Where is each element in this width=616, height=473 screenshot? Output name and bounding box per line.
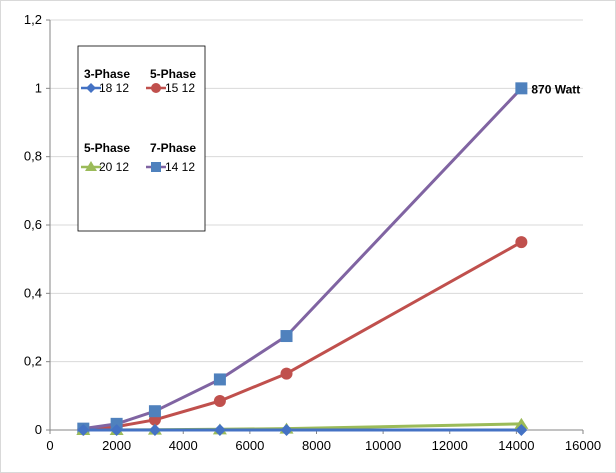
data-point-18-12 [148,424,161,436]
legend-label: 18 12 [99,81,129,95]
legend-box [77,45,206,232]
y-tick-label: 0,8 [24,149,42,164]
square-marker-icon [151,162,161,172]
legend-entry-18-12: 18 12 [81,81,129,95]
data-point-18-12 [77,424,90,436]
data-point-14-12 [110,417,123,430]
legend-group-title-3phase: 3-Phase [84,67,130,81]
legend-group-title-5phase-a: 5-Phase [150,67,196,81]
legend-group-title-5phase-b: 5-Phase [84,141,130,155]
data-point-14-12 [148,405,161,418]
diamond-marker-icon [86,83,96,93]
x-tick-label: 10000 [365,438,401,453]
legend-label: 20 12 [99,160,129,174]
x-tick-label: 2000 [102,438,131,453]
legend-label: 15 12 [165,81,195,95]
x-tick-label: 12000 [432,438,468,453]
x-axis-tick-labels: 0 2000 4000 6000 8000 10000 12000 14000 16000 [46,438,601,453]
x-tick-label: 14000 [498,438,534,453]
data-point-15-12 [280,367,293,380]
triangle-marker-icon [85,161,97,171]
y-axis-tick-labels: 0 0,2 0,4 0,6 0,8 1 1,2 [24,12,42,437]
data-point-14-12 [515,82,528,95]
data-point-18-12 [515,424,528,436]
y-tick-label: 1,2 [24,12,42,27]
data-point-18-12 [280,424,293,436]
data-point-14-12 [213,373,226,386]
data-point-15-12 [213,394,226,407]
y-tick-label: 0,2 [24,354,42,369]
y-tick-label: 0,4 [24,285,42,300]
legend-label: 14 12 [165,160,195,174]
x-tick-label: 0 [46,438,53,453]
data-point-14-12 [280,330,293,343]
series-line-15-12 [83,240,523,431]
legend-entry-15-12: 15 12 [146,81,195,95]
x-tick-label: 16000 [565,438,601,453]
x-tick-label: 8000 [302,438,331,453]
x-tick-label: 6000 [235,438,264,453]
y-tick-label: 0,6 [24,217,42,232]
circle-marker-icon [151,83,161,93]
data-point-18-12 [213,424,226,436]
legend-entry-20-12: 20 12 [81,160,129,174]
series-group [76,82,529,436]
y-tick-label: 0 [35,422,42,437]
data-point-18-12 [110,424,123,436]
x-tick-label: 4000 [169,438,198,453]
y-tick-label: 1 [35,80,42,95]
legend: 3-Phase 5-Phase 5-Phase 7-Phase 18 12 15… [77,45,206,232]
legend-entry-14-12: 14 12 [146,160,195,174]
legend-group-title-7phase: 7-Phase [150,141,196,155]
data-point-15-12 [515,236,528,249]
annotation-870-watt: 870 Watt [531,82,580,96]
data-point-20-12 [514,417,529,429]
